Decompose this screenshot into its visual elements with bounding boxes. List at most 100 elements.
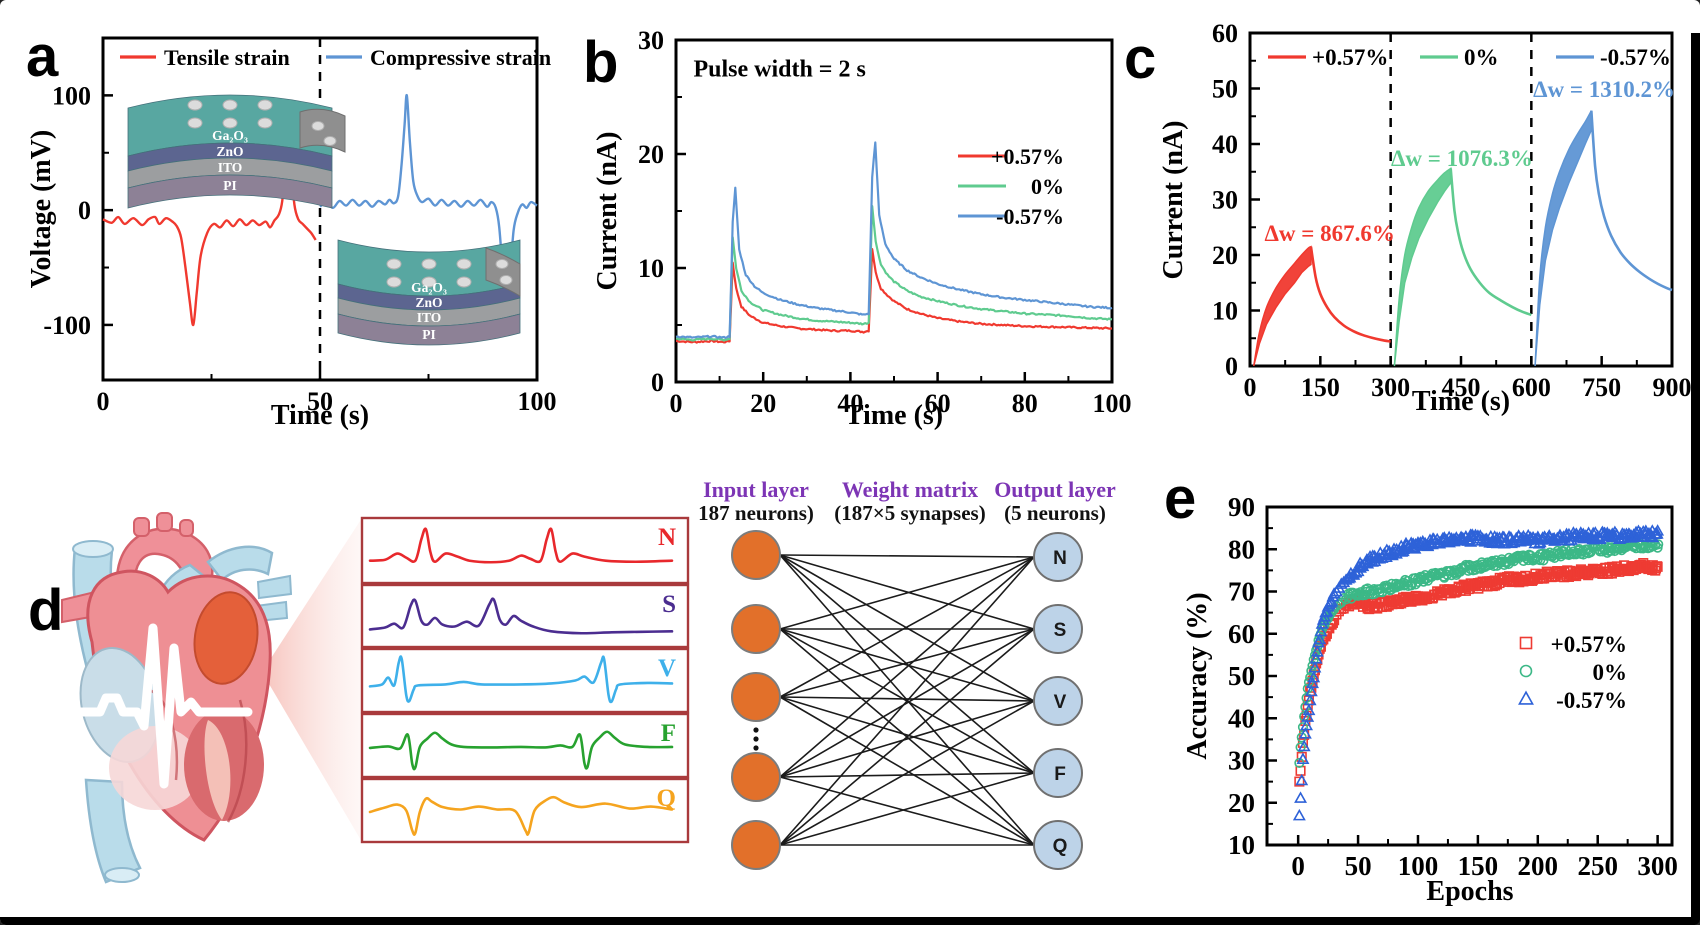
synapse-line — [779, 556, 1035, 778]
x-axis-title: Time (s) — [271, 400, 369, 431]
zoom-beam — [262, 518, 362, 842]
series-line-0% — [675, 205, 1113, 342]
legend-label: 0% — [1031, 174, 1064, 199]
electrode-dot — [499, 275, 513, 285]
scatter-marker-triangle — [1295, 773, 1309, 786]
series-line-+0.57% — [676, 248, 1113, 344]
scatter-marker-square — [1294, 776, 1305, 787]
electrode-dot — [456, 258, 472, 270]
device-layer-label: ZnO — [216, 144, 243, 159]
scatter-marker-triangle — [1294, 791, 1308, 803]
electrode-dot — [495, 259, 509, 269]
panel-label-c: c — [1124, 26, 1157, 91]
synapse-line — [779, 696, 1035, 774]
ellipsis-dot — [753, 736, 759, 742]
output-neuron-F — [1033, 748, 1083, 798]
scatter-marker-circle — [1430, 567, 1441, 578]
scatter-marker-triangle — [1297, 739, 1311, 752]
synapse-line — [779, 696, 1035, 702]
series-band--0.57% — [1534, 110, 1593, 367]
input-neuron-5 — [731, 820, 781, 870]
right-atrium — [193, 591, 259, 685]
x-tick-label: 0 — [1291, 851, 1305, 881]
synapse-line — [779, 628, 1035, 846]
legend-label: Compressive strain — [370, 45, 551, 70]
electrode-dot — [222, 117, 238, 129]
y-tick-label: 100 — [52, 81, 91, 110]
synapse-line — [779, 700, 1035, 846]
scatter-marker-square — [1295, 765, 1306, 776]
input-neuron-1 — [731, 530, 781, 580]
y-tick-label: 20 — [1228, 788, 1255, 818]
y-tick-label: 60 — [1228, 619, 1255, 649]
legend-label: -0.57% — [996, 204, 1064, 229]
scatter-marker-circle — [1519, 664, 1533, 678]
x-tick-label: 50 — [307, 387, 333, 416]
electrode-dot — [222, 99, 238, 111]
synapse-line — [779, 554, 1035, 558]
scatter-marker-triangle — [1303, 693, 1317, 706]
delta-w-annotation: Δw = 867.6% — [1265, 221, 1395, 246]
electrode-dot — [257, 99, 273, 111]
nn-input-sub: 187 neurons) — [698, 501, 814, 525]
scatter-marker-triangle — [1302, 703, 1316, 716]
scatter-marker-triangle — [1313, 632, 1327, 645]
y-axis-title: Current (nA) — [592, 132, 623, 291]
y-tick-label: 10 — [1212, 297, 1238, 326]
synapse-line — [779, 556, 1035, 630]
scatter-marker-triangle — [1306, 676, 1319, 689]
y-axis-title: Voltage (mV) — [26, 130, 57, 288]
synapse-line — [779, 700, 1035, 778]
electrode-dot — [386, 276, 402, 288]
x-tick-label: 0 — [670, 389, 683, 418]
scatter-marker-triangle — [1300, 718, 1314, 731]
electrode-dot — [323, 136, 337, 146]
x-tick-label: 50 — [1345, 851, 1372, 881]
scatter-marker-triangle — [1314, 624, 1328, 637]
scatter-marker-triangle — [1566, 526, 1580, 538]
electrode-dot — [187, 117, 203, 129]
scatter-marker-triangle — [1304, 684, 1318, 697]
x-tick-label: 0 — [97, 387, 110, 416]
series-decay-0% — [1449, 168, 1532, 317]
ventricle-highlight — [204, 720, 231, 820]
y-tick-label: 0 — [1225, 352, 1238, 381]
ecg-waveform-N — [368, 527, 674, 564]
y-tick-label: 0 — [651, 368, 664, 397]
series-band-0% — [1393, 166, 1452, 367]
output-neuron-V — [1033, 676, 1083, 726]
input-neuron-4 — [731, 752, 781, 802]
scatter-marker-triangle — [1298, 727, 1312, 739]
scatter-marker-square — [1650, 563, 1662, 574]
output-neuron-label: S — [1054, 620, 1067, 641]
scatter-marker-triangle — [1309, 652, 1323, 664]
right-pulmonary-branch — [206, 545, 274, 582]
y-tick-label: 10 — [1228, 830, 1255, 860]
ellipsis-dot — [753, 745, 759, 751]
ecg-class-label: N — [658, 524, 676, 551]
scatter-marker-circle — [1341, 594, 1352, 605]
panel-label-e: e — [1164, 466, 1197, 531]
electrode-dot — [386, 258, 402, 270]
y-tick-label: 30 — [1212, 186, 1238, 215]
scatter-marker-circle — [1518, 555, 1529, 566]
scatter-marker-triangle — [1650, 527, 1664, 539]
scatter-marker-square — [1652, 561, 1663, 572]
output-neuron-label: Q — [1053, 836, 1068, 857]
legend-label: 0% — [1593, 660, 1628, 685]
legend-label: -0.57% — [1600, 45, 1671, 70]
y-tick-label: 0 — [78, 196, 91, 225]
ecg-box-V — [360, 647, 690, 714]
x-tick-label: 900 — [1653, 373, 1692, 402]
ecg-box-S — [360, 583, 690, 649]
series-decay-+0.57% — [1309, 246, 1391, 343]
synapse-line — [779, 772, 1035, 846]
y-tick-label: 90 — [1228, 492, 1255, 522]
x-tick-label: 60 — [925, 389, 951, 418]
y-tick-label: 50 — [1228, 661, 1255, 691]
device-layer-label: Ga₂O₃ — [212, 128, 248, 143]
x-tick-label: 300 — [1371, 373, 1410, 402]
